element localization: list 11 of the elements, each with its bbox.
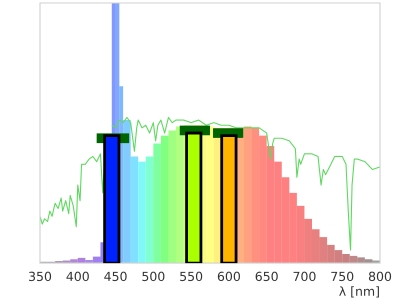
x-tick-label: 350 [29, 272, 52, 282]
x-tick-label: 700 [294, 272, 316, 282]
x-tick-label: 650 [256, 272, 278, 282]
x-tick-label: 750 [331, 272, 354, 282]
x-tick-label: 550 [180, 272, 202, 282]
x-tick-label: 450 [104, 272, 127, 282]
x-tick-label: 600 [218, 272, 240, 282]
x-axis-title: λ [nm] [339, 286, 379, 298]
x-tick-label: 400 [66, 272, 89, 282]
x-tick-label: 500 [142, 272, 164, 282]
x-tick-label: 800 [368, 272, 392, 282]
